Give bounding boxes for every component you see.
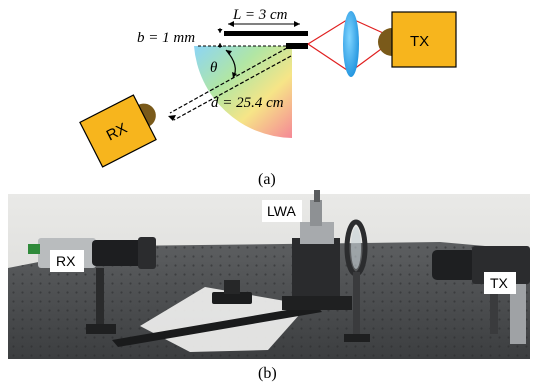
- rx-tag: [50, 250, 84, 272]
- lens: [343, 11, 359, 77]
- tx-label: TX: [410, 33, 429, 50]
- tx-photo-label: TX: [490, 275, 509, 291]
- tx-box: [391, 11, 457, 68]
- lab-photo: RX LWA TX (b: [8, 190, 530, 382]
- length-label: L = 3 cm: [232, 7, 288, 23]
- rx-photo-label: RX: [56, 253, 76, 269]
- gap-label: b = 1 mm: [137, 30, 195, 46]
- angle-label: θ: [210, 60, 218, 76]
- schematic-diagram: L = 3 cm b = 1 mm θ d = 25.4 cm TX: [79, 7, 457, 188]
- rail: [112, 305, 322, 347]
- rx-box: [79, 94, 157, 168]
- caption-a: (a): [258, 171, 276, 188]
- top-plate: [224, 31, 308, 36]
- caption-b: (b): [258, 365, 277, 382]
- rx-horn: [138, 103, 156, 127]
- tx-horn: [378, 28, 392, 56]
- rx-device: RX: [79, 94, 157, 168]
- distance-label: d = 25.4 cm: [211, 95, 284, 111]
- lwa-tag: [262, 200, 302, 222]
- tx-tag: [484, 272, 516, 294]
- radiation-fan: [194, 46, 292, 138]
- bottom-plate: [286, 43, 308, 49]
- distance-line: [169, 47, 288, 114]
- tx-device: TX: [378, 11, 457, 68]
- lwa-photo-label: LWA: [267, 203, 296, 219]
- lwa-stage: [282, 190, 352, 310]
- lens-holder: [344, 219, 370, 342]
